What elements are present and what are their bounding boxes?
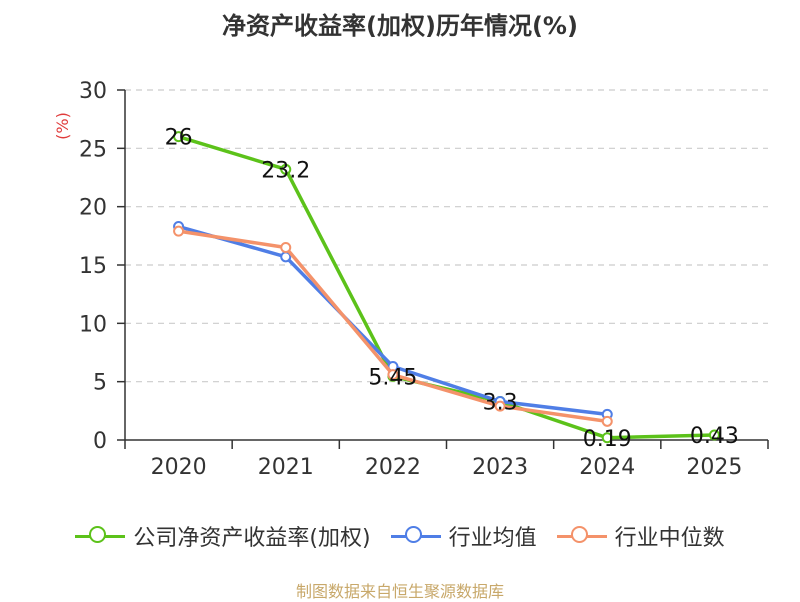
- y-axis-label: (%): [53, 112, 72, 140]
- data-label: 23.2: [261, 158, 310, 183]
- data-point-0: [280, 163, 292, 175]
- data-label: 0.19: [583, 427, 632, 452]
- x-tick-label: 2023: [472, 455, 528, 480]
- chart-title: 净资产收益率(加权)历年情况(%): [222, 12, 578, 40]
- data-source-note: 制图数据来自恒生聚源数据库: [295, 582, 504, 601]
- y-tick-label: 20: [79, 196, 107, 221]
- y-tick-label: 0: [93, 429, 107, 454]
- series-line-2: [178, 229, 608, 424]
- y-tick-label: 30: [79, 79, 107, 104]
- legend-item-company[interactable]: 公司净资产收益率(加权): [75, 520, 371, 552]
- data-label: 5.45: [368, 365, 417, 390]
- x-tick-label: 2020: [151, 455, 207, 480]
- data-label: 26: [165, 126, 193, 151]
- series-line-0: [178, 134, 715, 440]
- data-point-2: [280, 242, 292, 253]
- y-tick-label: 15: [79, 254, 107, 279]
- legend-swatch-industry-mean: [390, 523, 441, 549]
- data-point-2: [387, 369, 399, 381]
- legend-label-industry-mean: 行业均值: [448, 526, 537, 551]
- y-tick-label: 25: [79, 137, 107, 162]
- data-point-2: [494, 400, 506, 412]
- x-tick-label: 2025: [686, 455, 742, 480]
- legend: 公司净资产收益率(加权) 行业均值 行业中位数: [0, 520, 800, 552]
- data-point-2: [601, 415, 613, 427]
- data-point-0: [173, 131, 185, 143]
- x-tick-label: 2021: [258, 455, 314, 480]
- y-tick-label: 10: [79, 312, 107, 337]
- legend-swatch-industry-median: [556, 523, 607, 549]
- legend-item-industry-median[interactable]: 行业中位数: [556, 520, 725, 552]
- data-point-0: [601, 432, 613, 444]
- data-point-0: [708, 429, 720, 441]
- legend-swatch-company: [75, 523, 126, 549]
- legend-item-industry-mean[interactable]: 行业均值: [390, 520, 537, 552]
- data-label: 0.43: [690, 424, 739, 449]
- legend-label-company: 公司净资产收益率(加权): [133, 526, 371, 551]
- data-point-2: [173, 225, 185, 237]
- x-tick-label: 2024: [579, 455, 635, 480]
- legend-label-industry-median: 行业中位数: [614, 526, 725, 551]
- data-label: 3.3: [483, 391, 518, 416]
- x-tick-label: 2022: [365, 455, 421, 480]
- y-tick-label: 5: [93, 371, 107, 396]
